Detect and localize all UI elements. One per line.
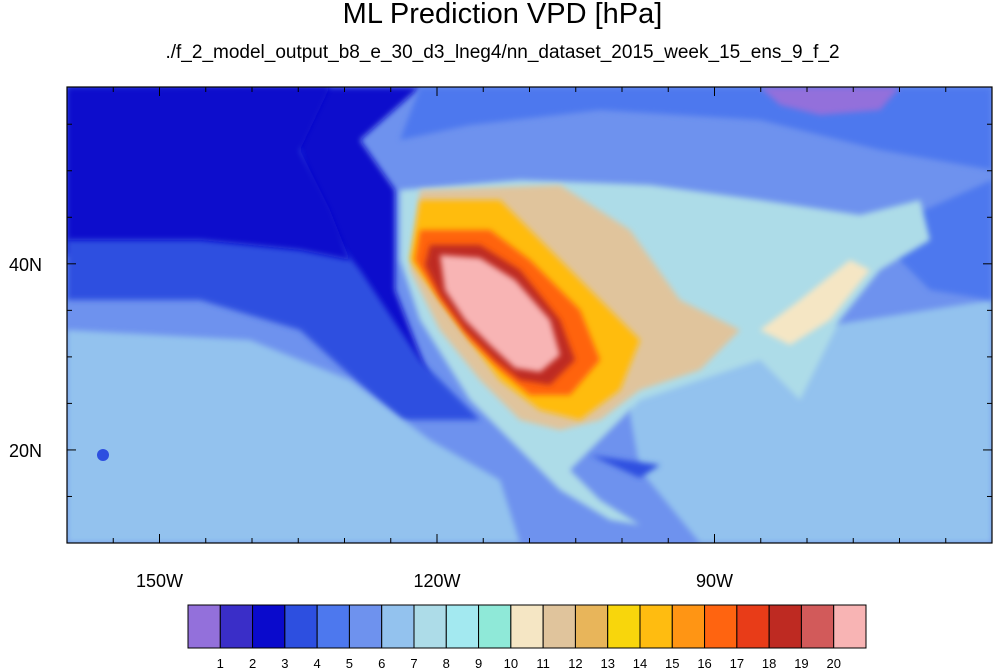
colorbar-label: 11 xyxy=(536,656,550,671)
colorbar-label: 2 xyxy=(249,656,256,671)
colorbar-label: 16 xyxy=(697,656,711,671)
deep-ocean-core xyxy=(67,87,350,260)
colorbar-swatch xyxy=(381,604,415,649)
colorbar-swatch xyxy=(800,604,835,649)
colorbar-labels: 1 2 3 4 5 6 7 8 9 10 11 12 13 14 15 16 17 18 19 20 xyxy=(217,656,841,671)
colorbar-label: 10 xyxy=(504,656,518,671)
colorbar-label: 6 xyxy=(378,656,385,671)
colorbar-swatch xyxy=(219,604,254,649)
axis-labels: 150W 120W 90W 40N 20N xyxy=(9,255,733,591)
colorbar-swatch xyxy=(736,604,770,649)
colorbar-swatch xyxy=(704,604,738,649)
colorbar-label: 8 xyxy=(443,656,450,671)
colorbar-swatch xyxy=(252,604,286,649)
mexico-patch xyxy=(590,455,660,478)
colorbar-label: 3 xyxy=(281,656,288,671)
colorbar-label: 14 xyxy=(633,656,647,671)
arctic-patch xyxy=(760,87,900,115)
colorbar-label: 13 xyxy=(600,656,614,671)
colorbar-swatch xyxy=(833,604,867,649)
map-subtitle: ./f_2_model_output_b8_e_30_d3_lneg4/nn_d… xyxy=(165,42,840,63)
colorbar-swatch xyxy=(639,604,673,649)
lat-tick-label: 20N xyxy=(9,441,42,461)
east-tan-zone xyxy=(760,260,870,345)
hottest-zone xyxy=(440,255,560,372)
south-ocean xyxy=(67,330,520,543)
axis-ticks xyxy=(66,87,993,544)
colorbar-swatch xyxy=(542,604,576,649)
colorbar-swatch xyxy=(445,604,480,649)
colorbar-label: 1 xyxy=(217,656,224,671)
colorbar-swatch xyxy=(284,604,318,649)
colorbar-label: 4 xyxy=(314,656,321,671)
hawaii-patch xyxy=(97,449,109,461)
colorbar-swatch xyxy=(413,604,447,649)
colorbar-label: 5 xyxy=(346,656,353,671)
colorbar-swatch xyxy=(316,604,350,649)
colorbar-swatch xyxy=(187,604,221,649)
colorbar-swatch xyxy=(671,604,706,649)
colorbar-swatch xyxy=(478,604,512,649)
colorbar-swatch xyxy=(348,604,383,649)
colorbar-label: 18 xyxy=(762,656,776,671)
lon-tick-label: 120W xyxy=(413,571,460,591)
colorbar-swatch xyxy=(510,604,544,649)
colorbar-swatch xyxy=(574,604,609,649)
colorbar-label: 15 xyxy=(665,656,679,671)
colorbar-swatch xyxy=(607,604,641,649)
colorbar-label: 20 xyxy=(826,656,840,671)
atlantic-field xyxy=(880,180,992,300)
colorbar-boxes xyxy=(187,604,867,649)
lon-tick-label: 90W xyxy=(696,571,733,591)
colorbar-label: 9 xyxy=(475,656,482,671)
colorbar-label: 19 xyxy=(794,656,808,671)
map-title: ML Prediction VPD [hPa] xyxy=(342,0,663,30)
lon-tick-label: 150W xyxy=(136,571,183,591)
colorbar-swatch xyxy=(768,604,802,649)
colorbar-label: 7 xyxy=(410,656,417,671)
lat-tick-label: 40N xyxy=(9,255,42,275)
colorbar-label: 17 xyxy=(730,656,744,671)
colorbar-label: 12 xyxy=(568,656,582,671)
